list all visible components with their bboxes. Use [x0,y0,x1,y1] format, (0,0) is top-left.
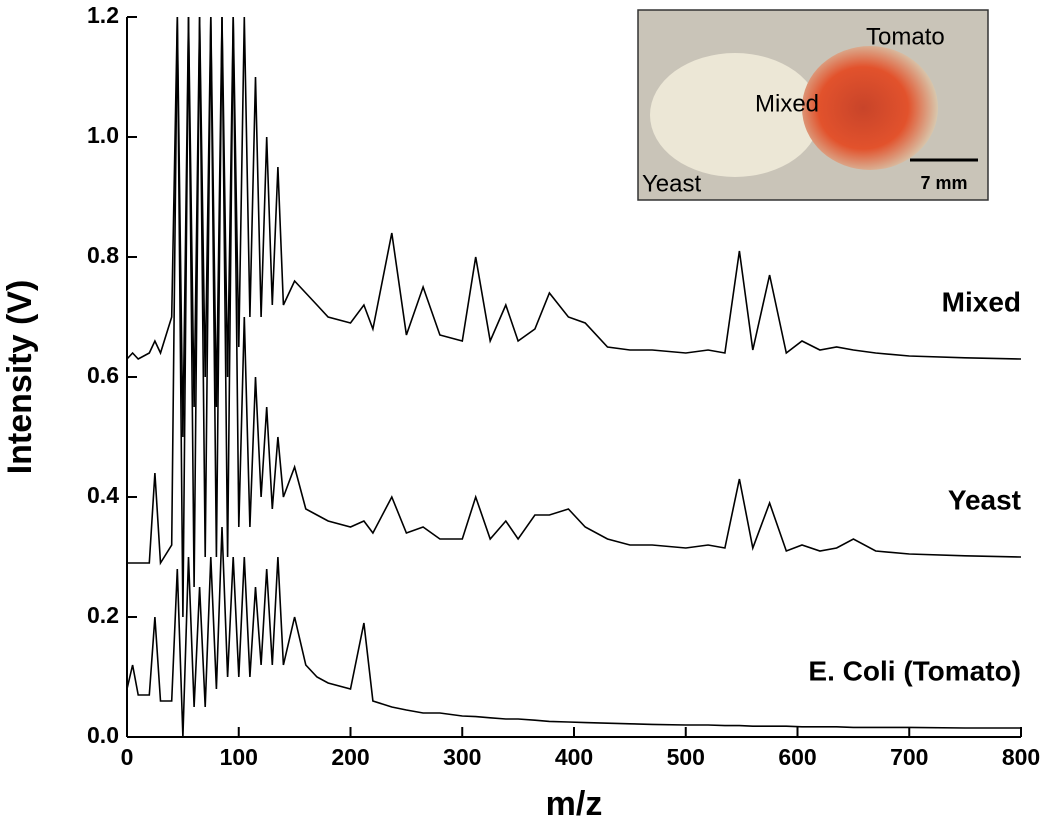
x-tick-label: 600 [778,744,816,770]
inset-label: Tomato [866,23,945,50]
x-tick-label: 300 [443,744,481,770]
y-tick-label: 0.2 [87,602,119,628]
inset-label: Yeast [642,170,702,197]
y-tick-label: 0.8 [87,242,119,268]
tomato-colony [802,46,938,170]
x-tick-label: 700 [890,744,928,770]
x-tick-label: 100 [220,744,258,770]
x-axis-title: m/z [546,785,603,823]
x-tick-label: 800 [1002,744,1040,770]
x-tick-label: 400 [555,744,593,770]
series-line [127,17,1021,618]
x-tick-label: 0 [121,744,134,770]
yeast-colony [650,53,820,177]
y-tick-label: 1.2 [87,2,119,28]
series-label: Mixed [942,286,1021,317]
y-axis-title: Intensity (V) [1,280,39,475]
x-tick-label: 500 [667,744,705,770]
inset: Tomato Mixed Yeast 7 mm [637,9,989,201]
series-label: E. Coli (Tomato) [808,655,1021,686]
inset-label: Mixed [755,90,819,117]
y-tick-label: 0.0 [87,722,119,748]
series-label: Yeast [948,484,1021,515]
y-tick-label: 0.6 [87,362,119,388]
series-line [127,526,1021,737]
y-tick-label: 1.0 [87,122,119,148]
y-tick-label: 0.4 [87,482,119,508]
x-tick-label: 200 [331,744,369,770]
inset-label: 7 mm [920,173,967,193]
plot-area: Mixed Yeast E. Coli (Tomato) 0 100 200 300 400 5… [87,2,1040,770]
